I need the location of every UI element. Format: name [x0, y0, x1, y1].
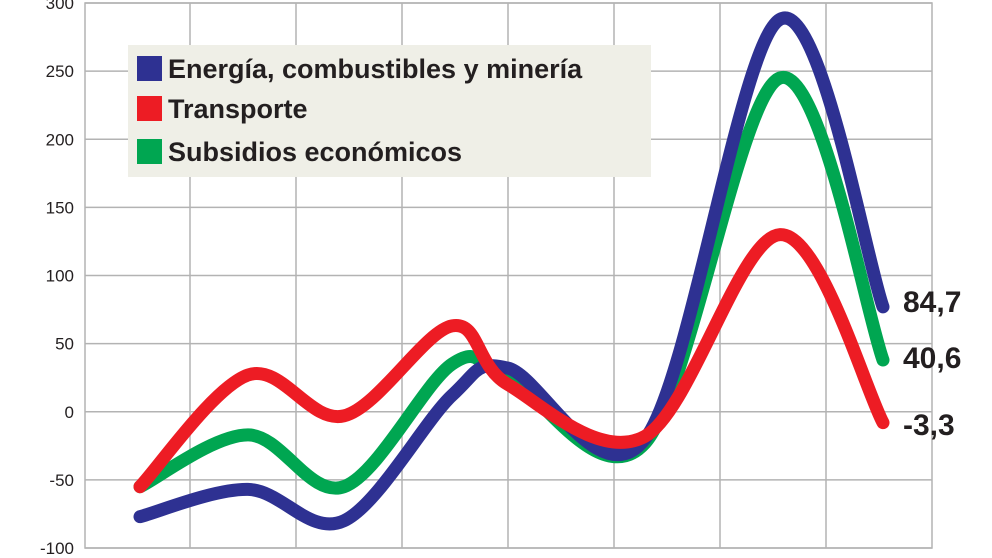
legend-swatch-0	[137, 56, 162, 81]
series-line-0	[133, 11, 890, 531]
end-labels: 84,7 40,6 -3,3	[903, 286, 961, 442]
end-label-0: 84,7	[903, 286, 961, 319]
legend-label-0: Energía, combustibles y minería	[168, 54, 583, 84]
y-tick-label-3: 50	[55, 335, 74, 354]
y-tick-label-4: 100	[46, 267, 74, 286]
y-tick-label-6: 200	[46, 130, 74, 149]
y-tick-label-5: 150	[46, 198, 74, 217]
legend-swatch-2	[137, 139, 162, 164]
y-tick-label-8: 300	[46, 0, 74, 13]
legend-label-1: Transporte	[168, 94, 308, 124]
end-label-1: -3,3	[903, 409, 955, 442]
series-line-1	[133, 228, 890, 494]
y-tick-label-0: -100	[40, 539, 74, 558]
end-label-2: 40,6	[903, 342, 961, 375]
y-tick-label-1: -50	[49, 471, 74, 490]
y-axis-ticks: -100 -50 0 50 100 150 200 250 300	[40, 0, 74, 558]
y-tick-label-2: 0	[65, 403, 74, 422]
series-lines	[133, 11, 890, 531]
legend-background	[128, 45, 651, 177]
legend-label-2: Subsidios económicos	[168, 137, 462, 167]
y-tick-label-7: 250	[46, 62, 74, 81]
legend-swatch-1	[137, 96, 162, 121]
legend: Energía, combustibles y minería Transport…	[128, 45, 651, 177]
